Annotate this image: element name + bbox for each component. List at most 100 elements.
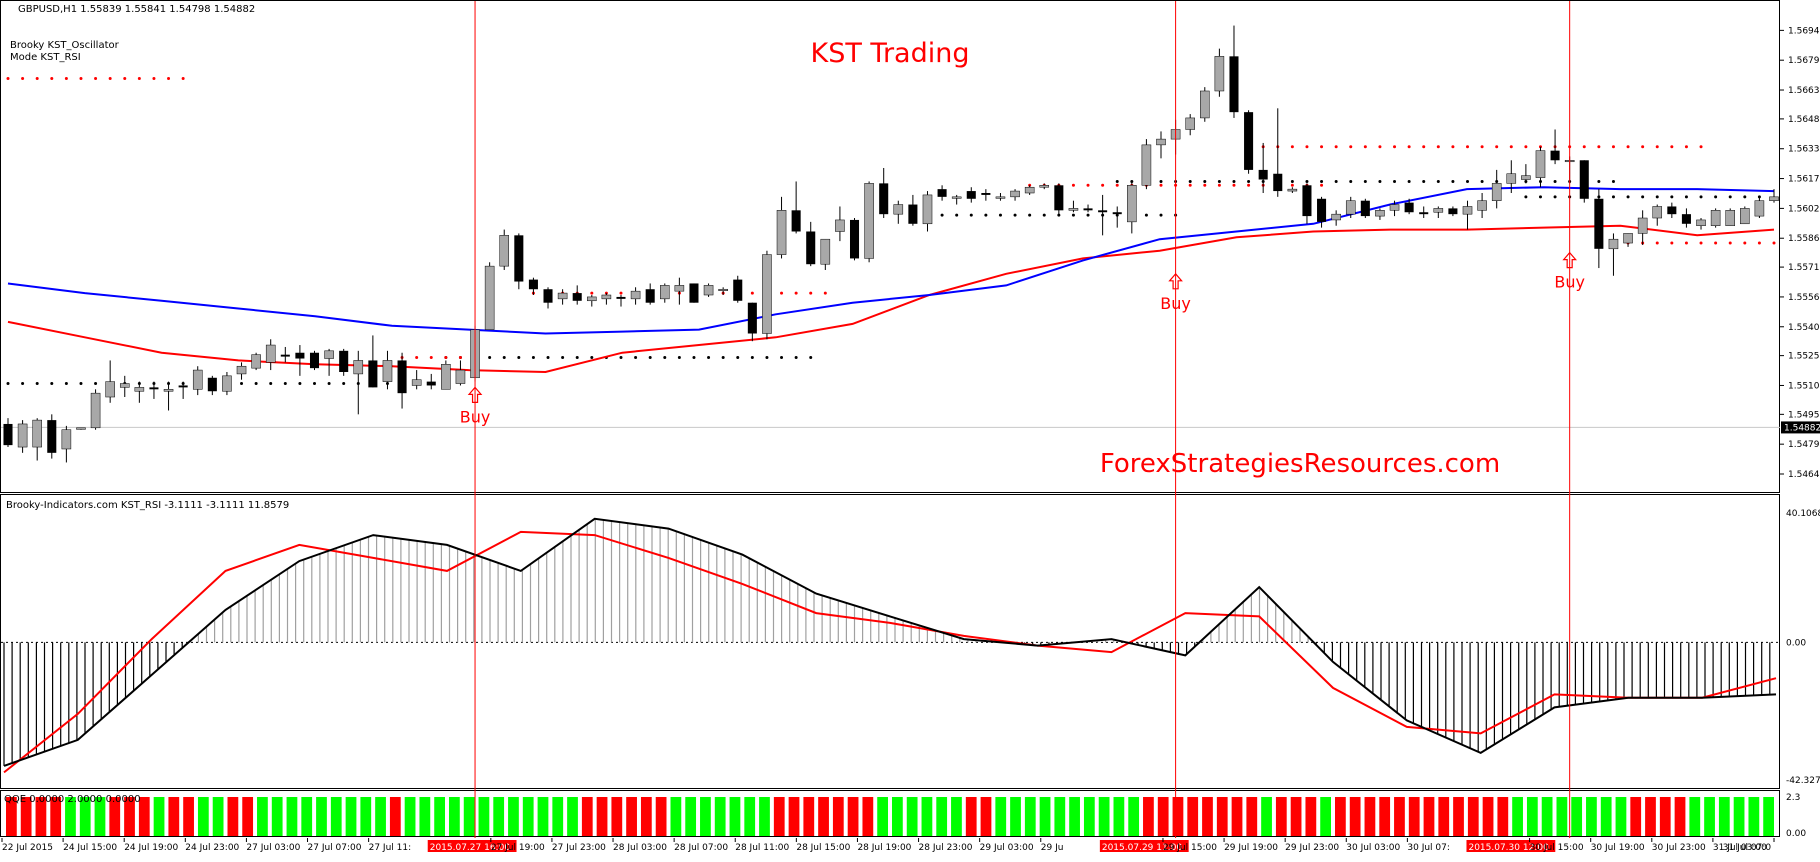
level-dot: [1013, 213, 1017, 217]
level-dot: [1159, 179, 1163, 183]
oscillator-pane-frame: [0, 494, 1780, 789]
level-dot: [1217, 183, 1221, 187]
qqe-bar-down: [1157, 797, 1169, 836]
qqe-bar-down: [611, 797, 623, 836]
level-dot: [269, 382, 273, 386]
qqe-bar-down: [1467, 797, 1479, 836]
bull-candle: [1754, 200, 1765, 217]
level-dot: [1480, 179, 1484, 183]
bear-candle: [426, 381, 436, 386]
level-dot: [1159, 183, 1163, 187]
level-dot: [1699, 195, 1703, 199]
time-axis-label: 28 Jul 15:00: [796, 843, 850, 853]
time-axis-label: 28 Jul 03:00: [613, 843, 667, 853]
bear-candle: [1404, 202, 1414, 213]
bear-candle: [572, 293, 582, 301]
bull-candle: [1331, 213, 1341, 221]
bear-candle: [616, 296, 626, 299]
bear-candle: [1083, 208, 1093, 211]
level-dot: [648, 356, 652, 360]
bull-candle: [762, 254, 772, 334]
bull-candle: [484, 265, 495, 330]
watermark-title: KST Trading: [811, 38, 970, 69]
qqe-bar-up: [463, 797, 475, 836]
level-dot: [1203, 179, 1207, 183]
bull-candle: [995, 196, 1006, 199]
level-dot: [1305, 145, 1309, 149]
level-dot: [152, 76, 156, 80]
level-dot: [1670, 145, 1674, 149]
qqe-bar-down: [965, 797, 977, 836]
price-tick-label: 1.56020: [1788, 204, 1820, 214]
qqe-bar-up: [906, 797, 918, 836]
qqe-bar-up: [153, 797, 165, 836]
time-axis-label: 29 Jul 23:00: [1285, 843, 1339, 853]
bull-candle: [324, 350, 334, 359]
qqe-bar-up: [1748, 797, 1760, 836]
qqe-bar-up: [1556, 797, 1568, 836]
qqe-bar-up: [1571, 797, 1583, 836]
bear-candle: [747, 302, 757, 334]
qqe-bar-down: [124, 797, 135, 836]
level-dot: [1684, 195, 1688, 199]
bear-candle: [1317, 198, 1327, 222]
level-dot: [327, 382, 331, 386]
qqe-bar-down: [183, 797, 194, 836]
bear-candle: [368, 360, 378, 388]
bull-candle: [1535, 150, 1546, 178]
bear-candle: [3, 423, 13, 446]
qqe-bar-up: [1083, 797, 1095, 836]
bear-candle: [806, 231, 816, 265]
level-dot: [50, 76, 54, 80]
qqe-bar-down: [1349, 797, 1361, 836]
level-dot: [1144, 213, 1148, 217]
qqe-bar-up: [1733, 797, 1745, 836]
level-dot: [750, 356, 754, 360]
qqe-bar-up: [877, 797, 888, 836]
qqe-bar-up: [537, 797, 549, 836]
bull-candle: [1185, 117, 1195, 130]
bear-candle: [791, 210, 801, 232]
bull-candle: [1433, 208, 1444, 213]
time-axis-label: 2015.07.29 11:00: [1102, 843, 1183, 853]
level-dot: [1436, 145, 1440, 149]
level-dot: [1611, 195, 1615, 199]
qqe-bar-down: [35, 797, 47, 836]
level-dot: [1407, 145, 1411, 149]
qqe-bar-up: [759, 797, 770, 836]
level-dot: [298, 382, 302, 386]
level-dot: [721, 356, 725, 360]
price-tick-label: 1.55255: [1788, 352, 1820, 362]
level-dot: [1188, 179, 1192, 183]
level-dot: [1393, 179, 1397, 183]
qqe-bar-up: [1320, 797, 1331, 836]
bull-candle: [105, 381, 115, 398]
level-dot: [546, 356, 550, 360]
bull-candle: [1623, 233, 1633, 244]
level-dot: [1217, 179, 1221, 183]
time-axis-label: 27 Jul 19:00: [491, 843, 545, 853]
level-dot: [1028, 213, 1032, 217]
bull-candle: [1287, 188, 1298, 192]
price-tick-label: 1.55865: [1788, 234, 1820, 244]
qqe-bar-up: [197, 797, 209, 836]
level-dot: [123, 76, 127, 80]
level-dot: [1232, 179, 1236, 183]
qqe-bar-down: [655, 797, 667, 836]
qqe-max-label: 2.3: [1786, 793, 1800, 803]
price-tick-label: 1.56635: [1788, 86, 1820, 96]
bear-candle: [1579, 160, 1589, 199]
level-dot: [1743, 241, 1747, 245]
bear-candle: [1419, 212, 1429, 215]
qqe-bar-up: [434, 797, 445, 836]
level-dot: [809, 356, 813, 360]
qqe-bar-up: [1128, 797, 1140, 836]
level-dot: [1393, 145, 1397, 149]
qqe-bar-up: [1054, 797, 1066, 836]
bull-candle: [192, 369, 203, 390]
level-dot: [1407, 179, 1411, 183]
bull-candle: [660, 285, 670, 300]
time-axis-label: 24 Jul 19:00: [124, 843, 178, 853]
qqe-bar-up: [1039, 797, 1051, 836]
